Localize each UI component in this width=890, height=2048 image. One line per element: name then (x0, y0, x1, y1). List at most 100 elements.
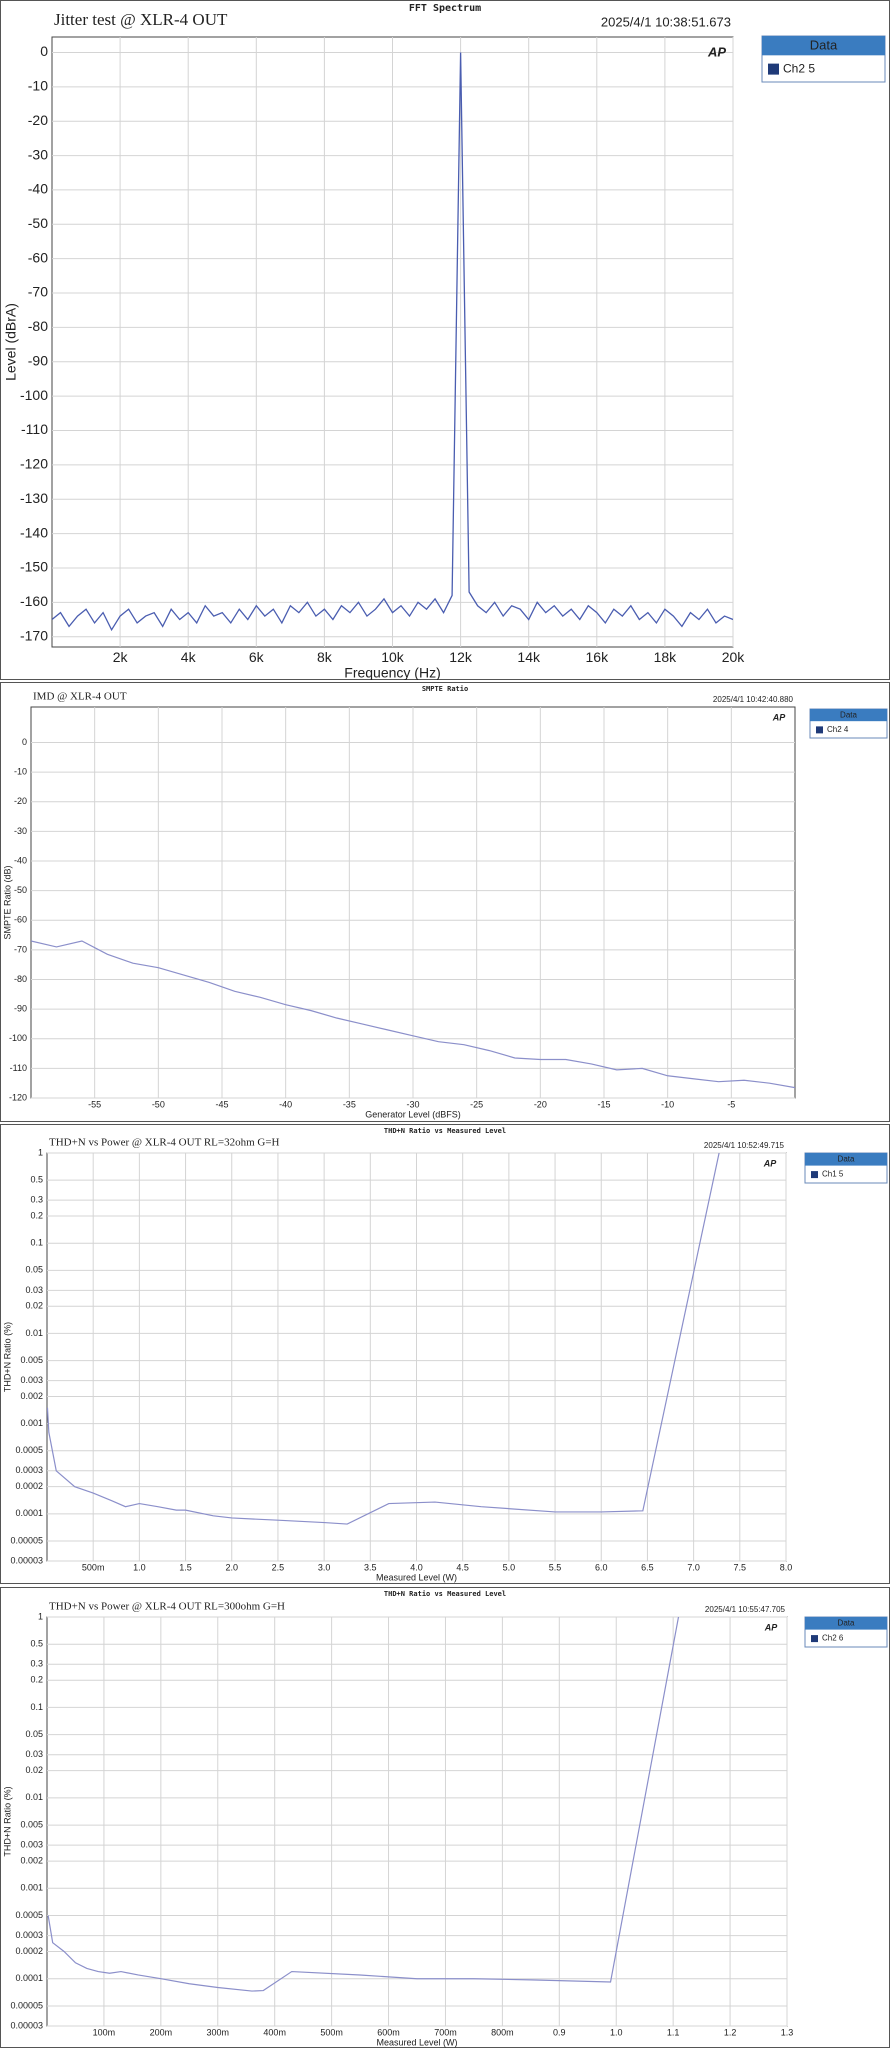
legend-title: Data (840, 710, 857, 719)
x-tick-label: 1.3 (781, 2028, 794, 2038)
legend-title: Data (810, 38, 838, 53)
y-tick-label: 0.0005 (15, 1910, 43, 1920)
y-tick-label: -150 (20, 559, 48, 575)
data-line (47, 1617, 680, 1992)
annotation: IMD @ XLR-4 OUT (33, 691, 127, 703)
timestamp: 2025/4/1 10:42:40.880 (713, 695, 794, 704)
y-tick-label: -30 (14, 826, 27, 836)
y-tick-label: -20 (14, 796, 27, 806)
x-tick-label: 1.2 (724, 2028, 737, 2038)
x-tick-label: 16k (586, 649, 610, 665)
legend-label: Ch2 5 (783, 61, 815, 75)
chart: FFT Spectrum Jitter test @ XLR-4 OUT 2025/… (0, 0, 890, 680)
y-tick-label: 0.02 (25, 1301, 43, 1311)
y-tick-label: 1 (38, 1611, 43, 1621)
x-tick-label: 6.0 (595, 1563, 608, 1573)
x-tick-label: 20k (722, 649, 746, 665)
y-tick-label: 0.002 (20, 1855, 43, 1865)
y-tick-label: -30 (28, 146, 48, 162)
timestamp: 2025/4/1 10:38:51.673 (601, 14, 731, 29)
y-tick-label: -10 (14, 767, 27, 777)
x-tick-label: -15 (597, 1100, 610, 1110)
chart-title: FFT Spectrum (409, 3, 481, 14)
y-tick-label: -160 (20, 593, 48, 609)
x-tick-label: 1.5 (179, 1563, 192, 1573)
y-tick-label: 0.0003 (15, 1465, 43, 1475)
y-tick-label: 0.03 (25, 1749, 43, 1759)
x-tick-label: -20 (534, 1100, 547, 1110)
x-tick-label: 12k (449, 649, 473, 665)
x-tick-label: -10 (661, 1100, 674, 1110)
legend-header (805, 1153, 887, 1166)
legend-header (805, 1617, 887, 1630)
x-tick-label: 7.0 (687, 1563, 700, 1573)
y-tick-label: -50 (28, 215, 48, 231)
y-tick-label: 0.0003 (15, 1930, 43, 1940)
y-tick-label: -10 (28, 78, 48, 94)
x-tick-label: 600m (377, 2028, 400, 2038)
y-tick-label: 0.03 (25, 1285, 43, 1295)
x-tick-label: 5.0 (503, 1563, 516, 1573)
x-axis-label: Measured Level (W) (376, 1572, 457, 1582)
y-tick-label: -100 (20, 387, 48, 403)
y-tick-label: -90 (14, 1004, 27, 1014)
x-tick-label: 2.0 (225, 1563, 238, 1573)
legend-swatch (768, 63, 779, 75)
y-tick-label: 0.1 (30, 1702, 43, 1712)
x-tick-label: 6k (249, 649, 265, 665)
y-tick-label: -130 (20, 490, 48, 506)
plot-area (46, 1616, 788, 2027)
legend-swatch (816, 726, 823, 734)
y-tick-label: 0.05 (25, 1265, 43, 1275)
x-tick-label: -50 (152, 1100, 165, 1110)
y-tick-label: 0.2 (30, 1675, 43, 1685)
x-tick-label: 5.5 (549, 1563, 562, 1573)
y-tick-label: -90 (28, 352, 48, 368)
x-tick-label: 500m (82, 1563, 105, 1573)
y-tick-label: -100 (9, 1033, 27, 1043)
legend-header (810, 709, 887, 722)
x-axis-label: Generator Level (dBFS) (365, 1109, 461, 1119)
x-tick-label: 4.0 (410, 1563, 423, 1573)
y-tick-label: 0 (40, 43, 48, 59)
ap-logo: AP (772, 712, 786, 722)
legend-title: Data (838, 1619, 855, 1628)
x-tick-label: 3.5 (364, 1563, 377, 1573)
legend-label: Ch2 4 (827, 725, 849, 734)
data-line (52, 52, 733, 632)
y-tick-label: 0.005 (20, 1355, 43, 1365)
x-tick-label: 700m (434, 2028, 457, 2038)
y-tick-label: -20 (28, 112, 48, 128)
y-tick-label: 0.5 (30, 1175, 43, 1185)
y-tick-label: -40 (28, 181, 48, 197)
y-tick-label: -60 (14, 915, 27, 925)
y-tick-label: -70 (14, 944, 27, 954)
legend-swatch (811, 1635, 818, 1643)
y-tick-label: -40 (14, 855, 27, 865)
x-tick-label: 8k (317, 649, 333, 665)
timestamp: 2025/4/1 10:55:47.705 (705, 1605, 786, 1614)
y-tick-label: 0.00003 (10, 2020, 43, 2030)
legend-label: Ch2 6 (822, 1634, 844, 1643)
chart-title: SMPTE Ratio (422, 685, 468, 693)
ap-logo: AP (707, 44, 726, 59)
x-tick-label: -55 (88, 1100, 101, 1110)
y-tick-label: -170 (20, 627, 48, 643)
y-axis-label: THD+N Ratio (%) (2, 1786, 12, 1856)
y-tick-label: 0.5 (30, 1639, 43, 1649)
legend-swatch (811, 1171, 818, 1179)
y-tick-label: 0.02 (25, 1765, 43, 1775)
chart: SMPTE Ratio IMD @ XLR-4 OUT 2025/4/1 10:42… (0, 682, 890, 1122)
y-tick-label: -80 (28, 318, 48, 334)
x-tick-label: 400m (263, 2028, 286, 2038)
x-tick-label: 4.5 (456, 1563, 469, 1573)
x-tick-label: 3.0 (318, 1563, 331, 1573)
x-tick-label: -40 (279, 1100, 292, 1110)
y-axis-label: SMPTE Ratio (dB) (2, 865, 12, 939)
y-tick-label: 0.001 (20, 1418, 43, 1428)
ap-logo: AP (764, 1622, 778, 1632)
x-tick-label: 6.5 (641, 1563, 654, 1573)
y-tick-label: 0 (22, 737, 27, 747)
chart-title: THD+N Ratio vs Measured Level (384, 1590, 506, 1598)
